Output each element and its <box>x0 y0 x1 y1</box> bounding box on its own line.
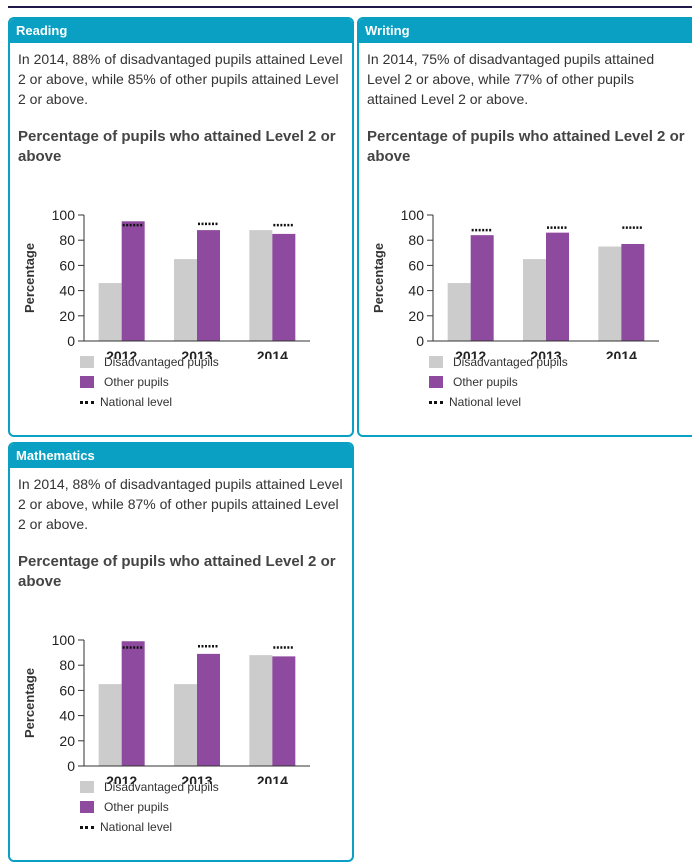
legend-label: National level <box>100 395 173 409</box>
chart-title: Percentage of pupils who attained Level … <box>18 128 336 165</box>
legend-item-national: National level <box>80 392 219 412</box>
x-tick-label: 2013 <box>530 348 561 359</box>
bar-chart: Percentage 0 20 40 60 80 100 2012 2013 2014 <box>22 207 310 359</box>
legend-swatch <box>429 376 443 388</box>
writing-panel: Writing In 2014, 75% of disadvantaged pu… <box>357 17 692 437</box>
panel-header: Reading <box>10 19 352 43</box>
legend-swatch <box>429 356 443 368</box>
mathematics-panel: Mathematics In 2014, 88% of disadvantage… <box>8 442 354 862</box>
bar-chart: Percentage 0 20 40 60 80 100 2012 2013 2014 <box>371 207 659 359</box>
chart-title: Percentage of pupils who attained Level … <box>367 128 685 165</box>
y-tick-label: 60 <box>59 257 75 273</box>
bar-other <box>621 243 645 341</box>
legend-swatch <box>80 376 94 388</box>
legend-label: Disadvantaged pupils <box>453 355 568 369</box>
bar-disadvantaged <box>174 259 197 341</box>
y-axis-label: Percentage <box>22 243 37 313</box>
bar-disadvantaged <box>98 283 122 341</box>
legend-item-other: Other pupils <box>80 372 219 392</box>
legend-item-national: National level <box>429 392 568 412</box>
y-axis-label: Percentage <box>22 668 37 738</box>
x-tick-label: 2013 <box>181 348 212 359</box>
legend-swatch <box>80 781 94 793</box>
bar-other <box>121 641 145 766</box>
chart-title: Percentage of pupils who attained Level … <box>18 553 336 590</box>
bar-disadvantaged <box>249 230 273 341</box>
legend-item-disadvantaged: Disadvantaged pupils <box>429 352 568 372</box>
y-tick-label: 20 <box>59 733 75 749</box>
legend-item-other: Other pupils <box>80 797 219 817</box>
x-tick-label: 2012 <box>106 773 137 784</box>
bar-other <box>546 232 569 341</box>
y-tick-label: 60 <box>408 257 424 273</box>
y-tick-label: 0 <box>67 758 75 774</box>
y-tick-label: 100 <box>52 632 76 648</box>
legend-dotted-line <box>429 400 443 404</box>
bar-disadvantaged <box>98 684 122 766</box>
bar-disadvantaged <box>447 283 471 341</box>
panel-header: Writing <box>359 19 692 43</box>
panel-summary: In 2014, 88% of disadvantaged pupils att… <box>18 476 343 532</box>
y-tick-label: 80 <box>59 232 75 248</box>
top-rule <box>8 6 692 8</box>
legend-swatch <box>80 356 94 368</box>
chart-legend: Disadvantaged pupils Other pupils Nation… <box>80 777 219 837</box>
bar-disadvantaged <box>598 246 622 341</box>
bar-chart: Percentage 0 20 40 60 80 100 2012 2013 2014 <box>22 632 310 784</box>
legend-item-national: National level <box>80 817 219 837</box>
y-axis-label: Percentage <box>371 243 386 313</box>
x-tick-label: 2014 <box>257 348 288 359</box>
x-tick-label: 2012 <box>106 348 137 359</box>
legend-label: Other pupils <box>104 800 169 814</box>
y-tick-label: 20 <box>59 308 75 324</box>
panel-header: Mathematics <box>10 444 352 468</box>
bar-other <box>272 656 296 766</box>
bar-disadvantaged <box>523 259 546 341</box>
legend-dotted-line <box>80 400 94 404</box>
legend-label: Other pupils <box>453 375 518 389</box>
legend-item-disadvantaged: Disadvantaged pupils <box>80 777 219 797</box>
y-tick-label: 40 <box>59 283 75 299</box>
x-tick-label: 2012 <box>455 348 486 359</box>
chart-legend: Disadvantaged pupils Other pupils Nation… <box>80 352 219 412</box>
legend-label: Disadvantaged pupils <box>104 355 219 369</box>
legend-swatch <box>80 801 94 813</box>
y-tick-label: 100 <box>52 207 76 223</box>
y-tick-label: 60 <box>59 682 75 698</box>
bar-disadvantaged <box>249 655 273 766</box>
bar-disadvantaged <box>174 684 197 766</box>
y-tick-label: 0 <box>416 333 424 349</box>
legend-label: National level <box>100 820 173 834</box>
y-tick-label: 40 <box>59 708 75 724</box>
legend-label: National level <box>449 395 522 409</box>
chart-legend: Disadvantaged pupils Other pupils Nation… <box>429 352 568 412</box>
bar-other <box>470 235 494 341</box>
reading-panel: Reading In 2014, 88% of disadvantaged pu… <box>8 17 354 437</box>
y-tick-label: 100 <box>401 207 425 223</box>
legend-label: Other pupils <box>104 375 169 389</box>
y-tick-label: 40 <box>408 283 424 299</box>
legend-item-disadvantaged: Disadvantaged pupils <box>80 352 219 372</box>
x-tick-label: 2013 <box>181 773 212 784</box>
legend-dotted-line <box>80 825 94 829</box>
panel-summary: In 2014, 88% of disadvantaged pupils att… <box>18 51 343 107</box>
bar-other <box>197 230 220 341</box>
bar-other <box>197 653 220 766</box>
y-tick-label: 80 <box>408 232 424 248</box>
bar-other <box>272 233 296 341</box>
x-tick-label: 2014 <box>257 773 288 784</box>
y-tick-label: 0 <box>67 333 75 349</box>
legend-label: Disadvantaged pupils <box>104 780 219 794</box>
y-tick-label: 80 <box>59 657 75 673</box>
bar-other <box>121 221 145 341</box>
y-tick-label: 20 <box>408 308 424 324</box>
panel-summary: In 2014, 75% of disadvantaged pupils att… <box>367 51 655 107</box>
x-tick-label: 2014 <box>606 348 637 359</box>
legend-item-other: Other pupils <box>429 372 568 392</box>
